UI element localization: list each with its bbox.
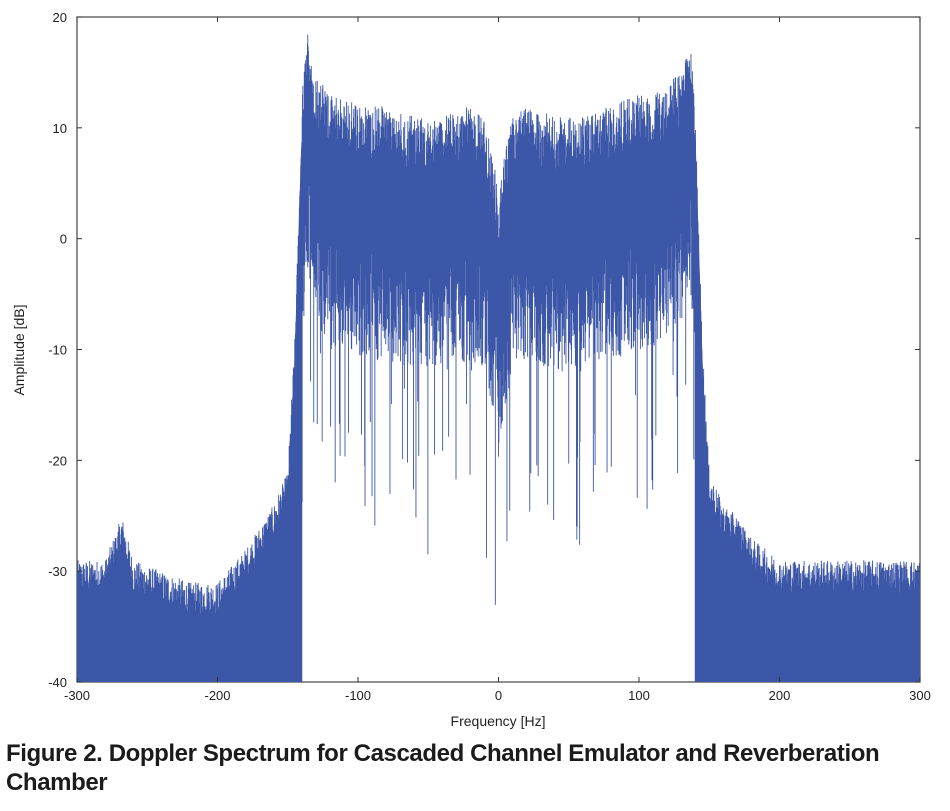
x-tick-label: 100: [628, 688, 650, 703]
spectrum-layer: [77, 34, 920, 682]
doppler-spectrum-chart: -300 -200 -100 0 100 200 300-40-30-20-1001020 …: [11, 10, 931, 729]
x-tick-label: -100: [345, 688, 371, 703]
y-tick-label: -20: [48, 453, 67, 468]
y-tick-label: 20: [53, 10, 67, 25]
y-tick-label: -30: [48, 564, 67, 579]
x-tick-label: 200: [769, 688, 791, 703]
spectrum-trace: [77, 34, 920, 682]
y-axis-title: Amplitude [dB]: [11, 304, 27, 395]
y-tick-label: -10: [48, 343, 67, 358]
x-tick-label: 300: [909, 688, 931, 703]
x-tick-label: -300: [64, 688, 90, 703]
y-tick-label: -40: [48, 675, 67, 690]
x-tick-label: 0: [495, 688, 502, 703]
x-tick-label: -200: [204, 688, 230, 703]
y-tick-label: 10: [53, 121, 67, 136]
spectrum-envelope-line: [77, 83, 920, 617]
x-axis-title: Frequency [Hz]: [451, 713, 546, 729]
y-tick-label: 0: [60, 232, 67, 247]
figure-caption: Figure 2. Doppler Spectrum for Cascaded …: [6, 740, 880, 796]
